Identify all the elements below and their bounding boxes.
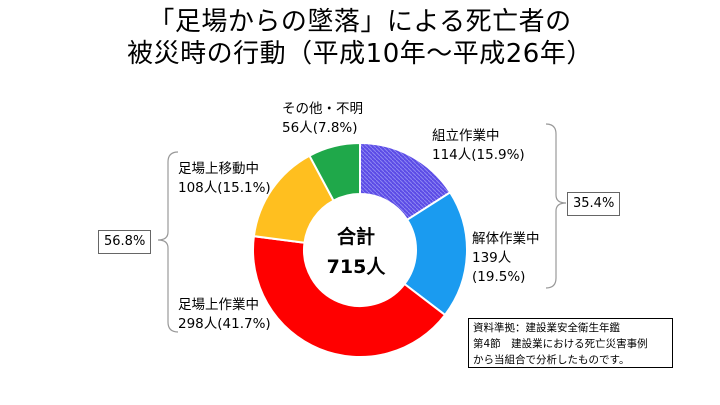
label-working-count: 298人 [178,316,218,332]
label-other-name: その他・不明 [282,101,363,117]
slice-dismantle [403,190,468,317]
source-note: 資料準拠：建設業安全衛生年鑑 第4節 建設業における死亡災害事例 から当組合で分… [468,318,673,368]
title-line-1: 「足場からの墜落」による死亡者の [148,7,572,37]
label-working-name: 足場上作業中 [178,297,259,313]
source-line-2: 第4節 建設業における死亡災害事例 [473,338,648,350]
label-working: 足場上作業中 298人(41.7%) [178,296,271,334]
label-dismantle-pct: (19.5%) [472,269,526,285]
label-assembly-pct: (15.9%) [471,147,525,163]
label-other: その他・不明 56人(7.8%) [282,100,363,138]
label-moving: 足場上移動中 108人(15.1%) [178,160,271,198]
label-working-pct: (41.7%) [217,316,271,332]
label-moving-count: 108人 [178,180,218,196]
group-box-right: 35.4% [567,192,621,216]
title-line-2: 被災時の行動（平成10年～平成26年） [127,39,593,69]
chart-title: 「足場からの墜落」による死亡者の 被災時の行動（平成10年～平成26年） [0,6,720,70]
label-assembly-name: 組立作業中 [432,128,500,144]
donut-center-total: 合計 715人 [316,222,396,282]
label-assembly-count: 114人 [432,147,472,163]
slice-working [252,235,447,358]
total-value: 715人 [326,256,386,278]
slice-other [308,141,361,202]
label-moving-pct: (15.1%) [217,180,271,196]
label-assembly: 組立作業中 114人(15.9%) [432,127,525,165]
source-line-1: 資料準拠：建設業安全衛生年鑑 [473,322,620,334]
label-dismantle-count: 139人 [472,250,512,266]
total-label: 合計 [336,226,375,248]
right-group-bracket [545,123,567,289]
label-moving-name: 足場上移動中 [178,161,259,177]
label-dismantle-name: 解体作業中 [472,231,540,247]
label-other-count: 56人 [282,120,313,136]
label-dismantle: 解体作業中 139人 (19.5%) [472,230,540,287]
group-box-left: 56.8% [98,230,152,254]
source-line-3: から当組合で分析したものです。 [473,354,630,366]
left-group-bracket [157,151,179,333]
label-other-pct: (7.8%) [312,120,358,136]
